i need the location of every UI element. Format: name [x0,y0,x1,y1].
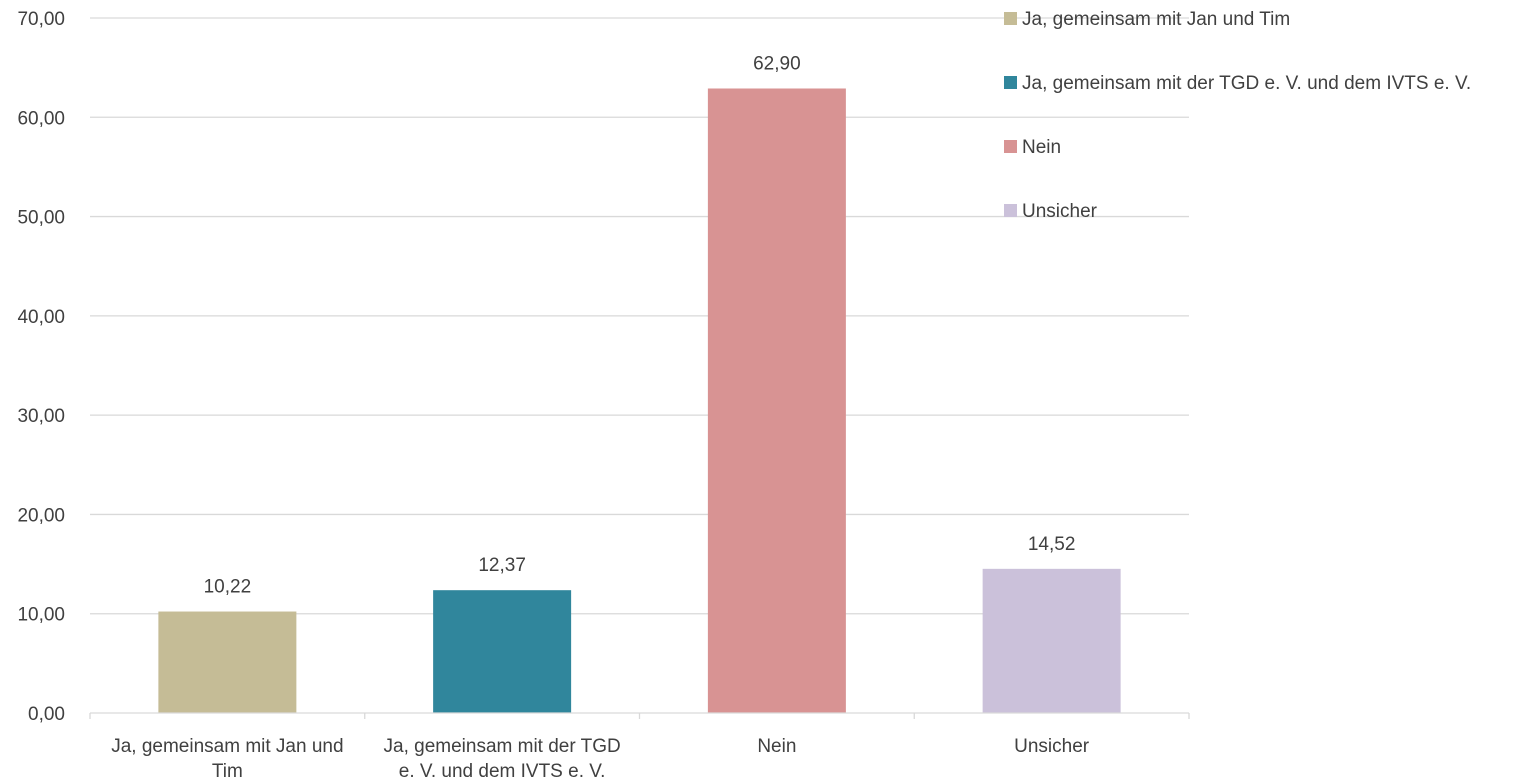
data-label: 14,52 [1028,534,1076,555]
x-tick-label: Tim [212,761,243,782]
data-label: 62,90 [753,53,801,74]
legend-swatch [1004,76,1017,89]
y-tick-label: 70,00 [17,9,65,30]
y-tick-label: 10,00 [17,605,65,626]
legend-swatch [1004,204,1017,217]
legend-label: Ja, gemeinsam mit Jan und Tim [1022,9,1290,30]
y-tick-label: 50,00 [17,208,65,229]
bars [158,88,1121,713]
y-tick-label: 20,00 [17,505,65,526]
x-tick-label: e. V. und dem IVTS e. V. [399,761,606,782]
y-tick-label: 40,00 [17,307,65,328]
bar [158,611,297,713]
legend-label: Nein [1022,137,1061,158]
legend-swatch [1004,140,1017,153]
data-labels: 10,22 12,37 62,90 14,52 [204,53,1076,597]
data-label: 10,22 [204,577,252,598]
axes: 0,00 10,00 20,00 30,00 40,00 50,00 60,00 70,00 J… [17,9,1190,782]
x-tick-label: Ja, gemeinsam mit der TGD [384,736,621,757]
x-tick-label: Unsicher [1014,736,1090,757]
x-tick-label: Ja, gemeinsam mit Jan und [111,736,343,757]
y-tick-label: 60,00 [17,108,65,129]
bar [433,590,572,713]
bar [707,88,846,713]
legend-label: Ja, gemeinsam mit der TGD e. V. und dem … [1022,73,1471,94]
data-label: 12,37 [478,555,526,576]
y-tick-label: 0,00 [28,704,65,725]
gridlines [90,17,1189,615]
x-tick-label: Nein [757,736,796,757]
legend-swatch [1004,12,1017,25]
legend: Ja, gemeinsam mit Jan und Tim Ja, gemeins… [1004,9,1471,222]
bar [982,568,1121,713]
legend-label: Unsicher [1022,201,1098,222]
y-tick-label: 30,00 [17,406,65,427]
